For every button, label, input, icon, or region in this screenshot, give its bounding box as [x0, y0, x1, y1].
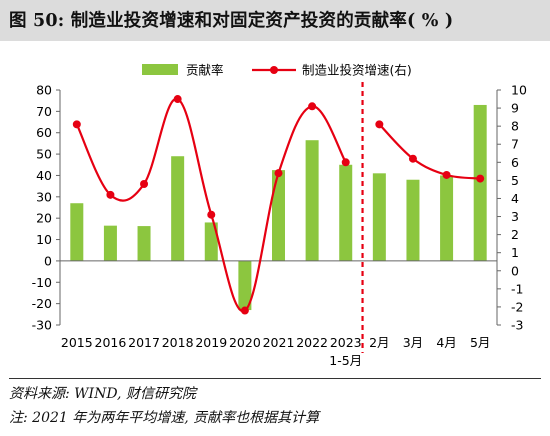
right-tick-label: 3: [511, 209, 519, 224]
x-tick-label: 2018: [162, 335, 194, 350]
left-tick-label: 70: [36, 104, 52, 119]
left-tick-label: 60: [36, 125, 52, 140]
line-point: [442, 170, 451, 179]
x-tick-label: 2019: [195, 335, 227, 350]
bar-contribution: [305, 140, 319, 261]
x-tick-label: 2023: [330, 335, 362, 350]
left-tick-label: 80: [36, 83, 52, 98]
x-tick-label: 2015: [61, 335, 93, 350]
left-tick-label: -10: [32, 275, 52, 290]
right-tick-label: 10: [511, 83, 527, 98]
right-tick-label: -2: [511, 299, 523, 314]
left-tick-label: 40: [36, 168, 52, 183]
bar-contribution: [473, 104, 487, 261]
bar-contribution: [406, 179, 420, 261]
x-tick-label: 2020: [229, 335, 261, 350]
left-tick-label: 10: [36, 232, 52, 247]
line-point: [274, 169, 283, 178]
x-tick-label: 2月: [369, 335, 389, 350]
line-point: [140, 180, 149, 188]
legend-bar-label: 贡献率: [186, 63, 224, 78]
line-point: [308, 102, 317, 111]
bar-contribution: [339, 164, 353, 261]
right-tick-label: 9: [511, 101, 519, 116]
line-growth-monthly: [378, 123, 481, 180]
right-tick-label: 2: [511, 227, 519, 242]
bar-contribution: [103, 225, 117, 261]
x-tick-label: 2022: [296, 335, 328, 350]
line-point: [375, 120, 384, 129]
right-tick-label: 6: [511, 155, 519, 170]
right-tick-label: 8: [511, 119, 519, 134]
left-tick-label: 50: [36, 147, 52, 162]
right-tick-label: -1: [511, 281, 523, 296]
right-tick-label: 5: [511, 173, 519, 188]
x-tick-label: 2017: [128, 335, 160, 350]
line-point: [173, 95, 182, 104]
right-tick-label: -3: [511, 318, 523, 333]
line-point: [72, 120, 81, 129]
line-point: [476, 174, 485, 183]
x-tick-label: 2021: [263, 335, 295, 350]
x-tick-label: 1-5月: [329, 353, 362, 368]
left-tick-label: -20: [32, 296, 52, 311]
left-tick-label: 20: [36, 211, 52, 226]
line-point: [341, 158, 350, 167]
legend-line-marker: [270, 66, 278, 74]
x-tick-label: 5月: [470, 335, 490, 350]
bar-contribution: [238, 260, 252, 311]
note-text: 注: 2021 年为两年平均增速, 贡献率也根据其计算: [9, 410, 320, 426]
legend-line-label: 制造业投资增速(右): [302, 63, 412, 78]
bar-contribution: [272, 170, 285, 261]
left-tick-label: 0: [44, 253, 52, 268]
line-growth-annual: [75, 97, 347, 312]
line-point: [207, 210, 216, 219]
right-tick-label: 7: [511, 137, 519, 152]
line-point: [106, 190, 115, 199]
bar-contribution: [137, 226, 151, 261]
right-tick-label: 1: [511, 245, 519, 260]
left-tick-label: -30: [32, 318, 52, 333]
line-point: [408, 154, 417, 163]
divider-rule: [9, 378, 541, 379]
x-tick-label: 2016: [95, 335, 127, 350]
source-text: 资料来源: WIND, 财信研究院: [9, 386, 196, 402]
right-tick-label: 0: [511, 263, 519, 278]
title-bar: 图 50: 制造业投资增速和对固定资产投资的贡献率( % ): [0, 0, 550, 41]
x-tick-label: 4月: [436, 335, 456, 350]
legend-bar-swatch: [142, 64, 178, 75]
x-tick-label: 3月: [403, 335, 423, 350]
figure-title: 图 50: 制造业投资增速和对固定资产投资的贡献率( % ): [9, 11, 454, 31]
bar-contribution: [204, 222, 218, 261]
bar-contribution: [70, 203, 84, 261]
bar-contribution: [372, 173, 386, 261]
right-tick-label: 4: [511, 191, 519, 206]
line-point: [240, 306, 249, 315]
chart: -30-20-1001020304050607080-3-2-101234567…: [32, 63, 527, 369]
left-tick-label: 30: [36, 189, 52, 204]
bar-contribution: [440, 175, 454, 261]
bar-contribution: [171, 156, 185, 261]
